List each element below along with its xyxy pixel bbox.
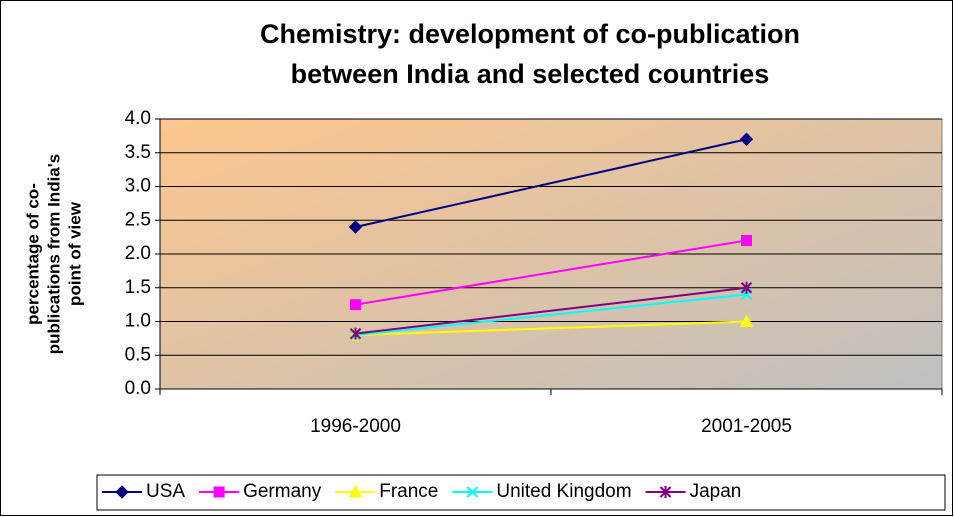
y-tick-label: 0.0 — [125, 378, 151, 399]
chart-title: Chemistry: development of co-publication — [260, 19, 800, 49]
y-tick-label: 2.5 — [125, 209, 151, 230]
y-tick-label: 3.5 — [125, 142, 151, 163]
x-tick-label: 2001-2005 — [701, 416, 792, 437]
y-axis-label: publications from India's — [44, 154, 63, 355]
series-line — [355, 320, 747, 336]
y-tick-label: 2.0 — [125, 243, 151, 264]
y-tick-label: 1.5 — [125, 277, 151, 298]
legend-label: Germany — [243, 481, 322, 502]
series-line — [355, 138, 747, 228]
marker — [739, 314, 754, 327]
y-tick-label: 0.5 — [125, 344, 151, 365]
marker — [739, 132, 754, 146]
marker — [740, 281, 753, 294]
marker — [350, 299, 361, 311]
legend-marker — [659, 486, 672, 498]
marker — [349, 327, 362, 340]
chart-title: between India and selected countries — [291, 59, 770, 89]
legend-label: United Kingdom — [496, 481, 631, 502]
legend-label: Japan — [690, 481, 742, 502]
legend-marker — [115, 485, 129, 499]
series-line — [355, 239, 747, 306]
legend-label: USA — [146, 481, 185, 502]
marker — [741, 235, 752, 246]
y-tick-label: 4.0 — [125, 108, 151, 129]
series-line — [355, 286, 747, 335]
legend-marker — [213, 486, 225, 498]
marker — [348, 220, 363, 234]
legend-marker — [348, 484, 363, 498]
y-tick-label: 1.0 — [125, 311, 151, 332]
x-tick-label: 1996-2000 — [310, 416, 401, 437]
legend-marker — [466, 486, 479, 498]
legend-label: France — [379, 481, 438, 502]
y-tick-label: 3.0 — [125, 176, 151, 197]
y-axis-label: percentage of co- — [23, 183, 42, 325]
y-axis-label: point of view — [65, 201, 84, 306]
series-line — [355, 293, 747, 336]
